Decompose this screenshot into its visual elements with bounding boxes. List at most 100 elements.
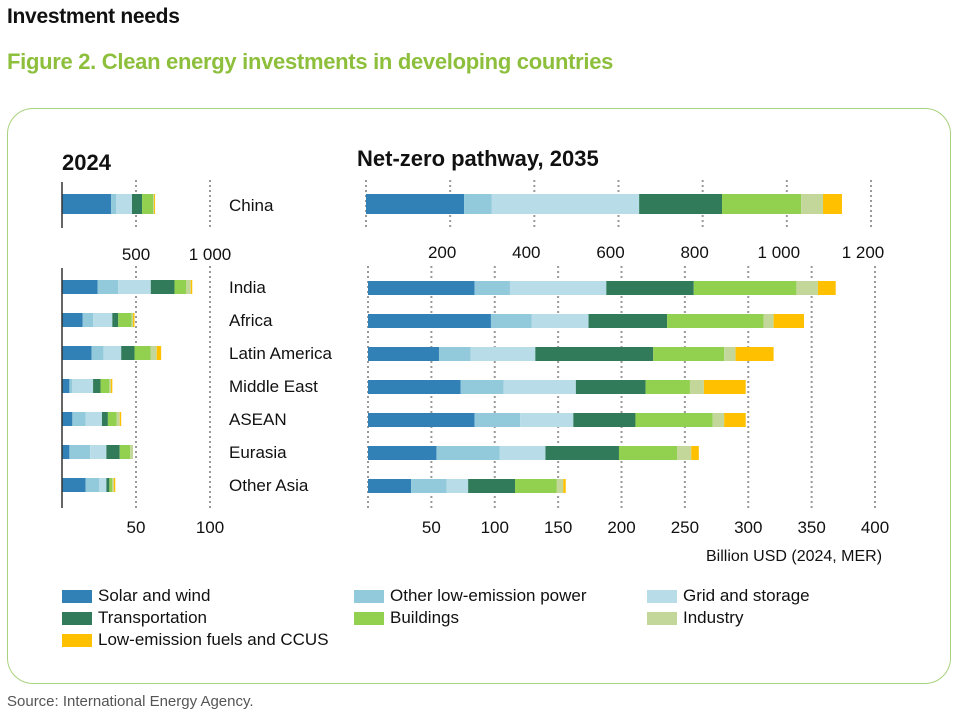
category-label-china: China [229, 196, 274, 215]
tick-label-regions-2035: 400 [861, 518, 889, 537]
bar-middle-east-2024-seg-2 [72, 379, 94, 393]
bar-africa-2024-seg-6 [133, 313, 135, 327]
bar-eurasia-2035-seg-4 [618, 446, 678, 460]
bar-eurasia-2035-seg-5 [677, 446, 692, 460]
bar-latin-america-2024-seg-4 [134, 346, 151, 360]
bar-middle-east-2024-seg-4 [100, 379, 110, 393]
bar-other-asia-2035-seg-0 [368, 479, 412, 493]
bar-other-asia-2024-seg-6 [113, 478, 116, 492]
bar-eurasia-2024-seg-1 [69, 445, 91, 459]
bar-africa-2024-seg-0 [62, 313, 83, 327]
bar-china-2024-seg-0 [62, 194, 111, 214]
bar-india-2035-seg-3 [606, 281, 694, 295]
bar-india-2024-seg-3 [150, 280, 175, 294]
bar-africa-2024-seg-3 [112, 313, 119, 327]
bar-middle-east-2035-seg-1 [460, 380, 504, 394]
bar-asean-2024-seg-2 [85, 412, 102, 426]
bar-china-2035-seg-2 [491, 194, 640, 214]
bar-asean-2024-seg-1 [72, 412, 86, 426]
panel-title-2024: 2024 [62, 150, 111, 175]
legend-label: Transportation [98, 608, 207, 627]
bar-latin-america-2035-seg-2 [470, 347, 536, 361]
figure-frame [7, 108, 951, 684]
bar-china-2024-seg-3 [132, 194, 143, 214]
source-note: Source: International Energy Agency. [7, 693, 254, 710]
bar-middle-east-2024-seg-5 [109, 379, 111, 393]
bar-india-2024-seg-1 [97, 280, 119, 294]
bar-africa-2035-seg-5 [763, 314, 774, 328]
bar-latin-america-2035-seg-3 [535, 347, 654, 361]
legend-swatch [62, 611, 92, 625]
tick-label-china-2035: 1 200 [842, 243, 885, 262]
bar-middle-east-2035-seg-3 [575, 380, 646, 394]
bar-middle-east-2024-seg-0 [62, 379, 70, 393]
tick-label-regions-2035: 250 [671, 518, 699, 537]
bar-other-asia-2024-seg-0 [62, 478, 86, 492]
bar-latin-america-2024-seg-0 [62, 346, 92, 360]
bar-middle-east-2035-seg-2 [503, 380, 576, 394]
bar-eurasia-2035-seg-1 [436, 446, 500, 460]
bar-africa-2024-seg-2 [93, 313, 113, 327]
bar-latin-america-2035-seg-0 [368, 347, 439, 361]
bar-africa-2035-seg-1 [490, 314, 532, 328]
legend-item-transportation: Transportation [62, 608, 207, 628]
legend-swatch [354, 589, 384, 603]
bar-africa-2024-seg-5 [131, 313, 134, 327]
bar-africa-2024-seg-4 [118, 313, 132, 327]
legend-swatch [647, 611, 677, 625]
bar-other-asia-2035-seg-3 [468, 479, 516, 493]
bar-latin-america-2035-seg-1 [438, 347, 471, 361]
bar-asean-2035-seg-0 [368, 413, 475, 427]
unit-label: Billion USD (2024, MER) [706, 548, 883, 565]
legend-item-buildings: Buildings [354, 608, 459, 628]
bar-asean-2024-seg-4 [107, 412, 117, 426]
category-label: Other Asia [229, 476, 309, 495]
bar-eurasia-2024-seg-5 [130, 445, 134, 459]
legend-label: Industry [683, 608, 744, 627]
tick-label-regions-2035: 100 [481, 518, 509, 537]
bar-africa-2035-seg-2 [531, 314, 589, 328]
bar-india-2024-seg-6 [190, 280, 193, 294]
bar-india-2024-seg-2 [118, 280, 151, 294]
tick-label-china-2035: 800 [680, 243, 708, 262]
bar-latin-america-2035-seg-6 [735, 347, 774, 361]
category-label: Middle East [229, 377, 318, 396]
bar-india-2035-seg-2 [509, 281, 607, 295]
bar-eurasia-2024-seg-2 [90, 445, 107, 459]
bar-china-2035-seg-4 [722, 194, 802, 214]
bar-latin-america-2024-seg-3 [121, 346, 135, 360]
bar-india-2035-seg-6 [817, 281, 836, 295]
bar-other-asia-2035-seg-2 [446, 479, 469, 493]
bar-africa-2035-seg-6 [773, 314, 805, 328]
legend-label: Solar and wind [98, 586, 211, 605]
bar-asean-2024-seg-6 [119, 412, 122, 426]
legend-item-industry: Industry [647, 608, 743, 628]
bar-china-2035-seg-5 [801, 194, 824, 214]
bar-india-2024-seg-5 [186, 280, 191, 294]
bar-africa-2024-seg-1 [82, 313, 94, 327]
bar-eurasia-2024-seg-0 [62, 445, 70, 459]
tick-label-china-2035: 400 [512, 243, 540, 262]
category-label: ASEAN [229, 410, 287, 429]
bar-africa-2035-seg-4 [667, 314, 764, 328]
bar-other-asia-2024-seg-5 [112, 478, 114, 492]
section-title: Investment needs [7, 5, 180, 28]
bar-china-2035-seg-0 [366, 194, 465, 214]
legend-swatch [647, 589, 677, 603]
bar-asean-2035-seg-5 [712, 413, 725, 427]
bar-other-asia-2035-seg-5 [556, 479, 564, 493]
bar-middle-east-2024-seg-3 [93, 379, 101, 393]
legend-swatch [354, 611, 384, 625]
bar-asean-2035-seg-2 [520, 413, 574, 427]
category-label: Africa [229, 311, 273, 330]
legend-item-low-emission-fuels: Low-emission fuels and CCUS [62, 630, 329, 650]
tick-label-china-2024: 500 [122, 245, 150, 264]
bar-asean-2024-seg-5 [116, 412, 120, 426]
tick-label-regions-2024: 100 [196, 518, 224, 537]
tick-label-china-2035: 1 000 [758, 243, 801, 262]
bar-other-asia-2035-seg-1 [411, 479, 447, 493]
bar-asean-2035-seg-1 [474, 413, 521, 427]
tick-label-regions-2035: 300 [734, 518, 762, 537]
bar-china-2024-seg-1 [110, 194, 117, 214]
